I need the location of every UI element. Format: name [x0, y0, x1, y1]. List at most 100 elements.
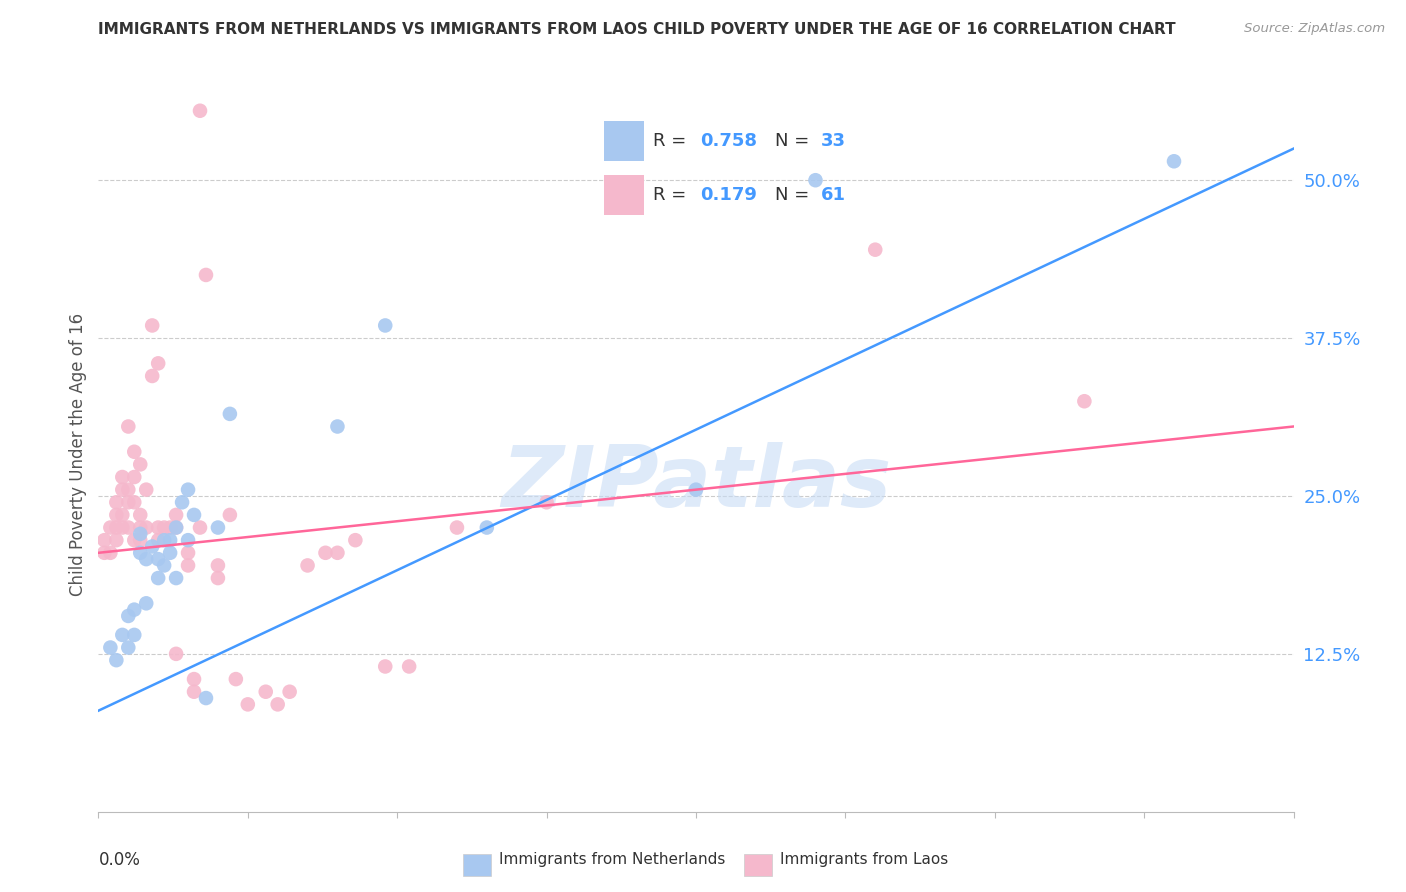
Point	[207, 558, 229, 573]
Point	[124, 602, 146, 616]
Point	[219, 407, 242, 421]
Point	[165, 508, 187, 522]
Point	[165, 647, 187, 661]
Point	[117, 419, 139, 434]
Point	[117, 520, 139, 534]
Point	[135, 520, 157, 534]
Point	[188, 103, 211, 118]
Point	[374, 659, 396, 673]
Point	[135, 483, 157, 497]
Point	[153, 558, 176, 573]
FancyBboxPatch shape	[463, 854, 491, 877]
Point	[141, 369, 163, 384]
Point	[536, 495, 558, 509]
Point	[129, 546, 152, 560]
Point	[129, 508, 152, 522]
Point	[105, 508, 128, 522]
Point	[804, 173, 827, 187]
Point	[183, 672, 205, 686]
FancyBboxPatch shape	[744, 854, 772, 877]
Point	[297, 558, 319, 573]
Point	[165, 520, 187, 534]
Point	[183, 508, 205, 522]
Point	[219, 508, 242, 522]
Point	[148, 356, 170, 370]
Point	[124, 533, 146, 548]
Point	[117, 495, 139, 509]
Text: ZIPatlas: ZIPatlas	[501, 442, 891, 525]
Point	[194, 691, 218, 706]
Point	[129, 526, 152, 541]
Point	[105, 520, 128, 534]
Point	[124, 495, 146, 509]
Point	[98, 520, 122, 534]
Y-axis label: Child Poverty Under the Age of 16: Child Poverty Under the Age of 16	[69, 313, 87, 597]
Point	[141, 540, 163, 554]
Point	[344, 533, 367, 548]
Point	[177, 546, 200, 560]
Text: 0.0%: 0.0%	[98, 851, 141, 869]
Point	[153, 533, 176, 548]
Point	[315, 546, 337, 560]
Point	[93, 546, 115, 560]
Point	[93, 533, 115, 548]
Point	[148, 571, 170, 585]
Point	[326, 546, 349, 560]
Point	[177, 558, 200, 573]
Point	[398, 659, 420, 673]
Point	[236, 698, 259, 712]
Point	[685, 483, 707, 497]
Point	[326, 419, 349, 434]
Point	[225, 672, 247, 686]
Point	[135, 552, 157, 566]
Point	[165, 571, 187, 585]
Point	[111, 470, 134, 484]
Point	[475, 520, 498, 534]
Point	[148, 552, 170, 566]
Point	[153, 520, 176, 534]
Point	[141, 318, 163, 333]
Point	[124, 628, 146, 642]
Point	[278, 684, 301, 698]
Point	[148, 533, 170, 548]
Text: Immigrants from Netherlands: Immigrants from Netherlands	[499, 852, 725, 867]
Point	[172, 495, 194, 509]
Point	[98, 640, 122, 655]
Point	[117, 640, 139, 655]
Point	[111, 628, 134, 642]
Point	[446, 520, 468, 534]
Point	[1073, 394, 1095, 409]
Point	[194, 268, 218, 282]
Point	[124, 444, 146, 458]
Point	[177, 483, 200, 497]
Point	[117, 609, 139, 624]
Point	[1163, 154, 1185, 169]
Text: Immigrants from Laos: Immigrants from Laos	[780, 852, 949, 867]
Point	[183, 684, 205, 698]
Point	[159, 546, 181, 560]
Point	[207, 571, 229, 585]
Point	[148, 520, 170, 534]
Point	[865, 243, 887, 257]
Point	[111, 508, 134, 522]
Point	[124, 470, 146, 484]
Point	[267, 698, 290, 712]
Point	[165, 520, 187, 534]
Point	[111, 483, 134, 497]
Point	[374, 318, 396, 333]
Point	[117, 483, 139, 497]
Point	[129, 533, 152, 548]
Point	[129, 458, 152, 472]
Point	[105, 533, 128, 548]
Text: IMMIGRANTS FROM NETHERLANDS VS IMMIGRANTS FROM LAOS CHILD POVERTY UNDER THE AGE : IMMIGRANTS FROM NETHERLANDS VS IMMIGRANT…	[98, 22, 1175, 37]
Point	[111, 520, 134, 534]
Point	[98, 546, 122, 560]
Point	[188, 520, 211, 534]
Point	[105, 653, 128, 667]
Text: Source: ZipAtlas.com: Source: ZipAtlas.com	[1244, 22, 1385, 36]
Point	[159, 533, 181, 548]
Point	[254, 684, 277, 698]
Point	[177, 533, 200, 548]
Point	[129, 520, 152, 534]
Point	[159, 520, 181, 534]
